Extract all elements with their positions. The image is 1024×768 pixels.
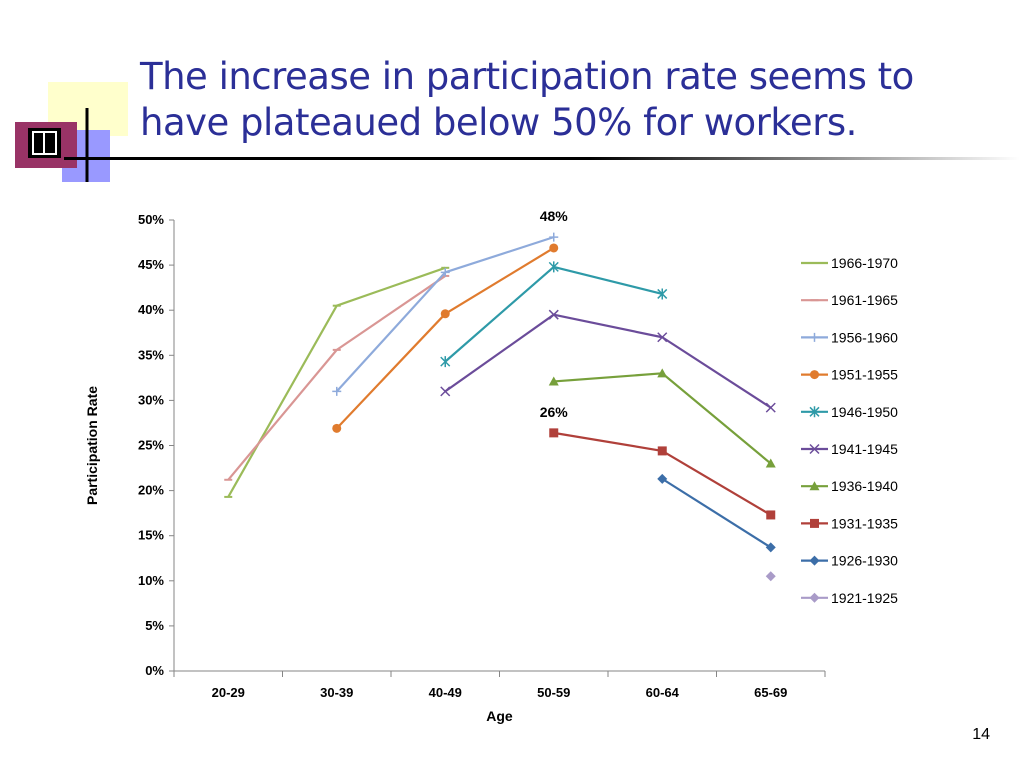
y-tick-label: 25%: [138, 438, 164, 453]
x-tick-label: 30-39: [320, 685, 353, 700]
series-1921-1925: [765, 571, 776, 582]
x-tick-label: 20-29: [212, 685, 245, 700]
legend-label: 1941-1945: [831, 441, 898, 457]
y-tick-label: 15%: [138, 528, 164, 543]
y-tick-label: 50%: [138, 212, 164, 227]
legend-label: 1951-1955: [831, 367, 898, 383]
data-point-1956-1960: [440, 267, 450, 277]
legend-item: 1931-1935: [801, 515, 898, 531]
y-tick-label: 45%: [138, 257, 164, 272]
series-1931-1935: [549, 428, 776, 520]
y-tick-label: 20%: [138, 483, 164, 498]
legend-label: 1956-1960: [831, 329, 898, 345]
data-point-1931-1935: [549, 428, 559, 438]
data-point-1926-1930: [765, 542, 776, 553]
data-point-1956-1960: [549, 232, 559, 242]
data-point-1921-1925: [765, 571, 776, 582]
legend-item: 1946-1950: [801, 404, 898, 420]
series-1946-1950: [440, 261, 668, 368]
legend-marker: [810, 518, 819, 528]
data-point-1951-1955: [440, 309, 450, 319]
data-point-1926-1930: [657, 473, 668, 484]
legend-item: 1966-1970: [801, 255, 898, 271]
series-1936-1940: [548, 368, 776, 468]
series-1926-1930: [657, 473, 776, 553]
x-axis-title: Age: [486, 708, 513, 724]
legend-marker: [810, 332, 819, 342]
data-point-1951-1955: [332, 423, 342, 433]
legend-marker: [809, 406, 820, 418]
data-point-1946-1950: [548, 261, 559, 273]
data-point-1951-1955: [549, 243, 559, 253]
slide-title: The increase in participation rate seems…: [140, 55, 914, 144]
y-tick-label: 0%: [145, 663, 164, 678]
data-point-1946-1950: [657, 288, 668, 300]
x-tick-label: 40-49: [429, 685, 462, 700]
series-1941-1945: [440, 309, 776, 413]
data-point-1941-1945: [440, 386, 451, 397]
legend-item: 1926-1930: [801, 553, 898, 569]
x-tick-label: 60-64: [646, 685, 680, 700]
legend-label: 1966-1970: [831, 255, 898, 271]
y-tick-label: 40%: [138, 302, 164, 317]
series-1961-1965: [224, 274, 450, 481]
data-point-1941-1945: [657, 332, 668, 343]
legend-item: 1921-1925: [801, 590, 898, 606]
legend-label: 1921-1925: [831, 590, 898, 606]
series-1951-1955: [332, 243, 559, 433]
title-divider: [64, 157, 1020, 160]
legend-marker: [809, 443, 820, 455]
chart-axes: 0% 5% 10% 15% 20% 25% 30% 35% 40% 45% 50% 20-29 30-3…: [84, 212, 826, 724]
decorative-logo: [15, 82, 128, 182]
data-label: 26%: [540, 404, 569, 420]
legend-label: 1926-1930: [831, 553, 898, 569]
legend-label: 1936-1940: [831, 478, 898, 494]
legend-marker: [809, 481, 820, 491]
legend-label: 1961-1965: [831, 292, 898, 308]
legend-item: 1961-1965: [801, 292, 898, 308]
legend-item: 1951-1955: [801, 367, 898, 383]
legend-marker: [810, 370, 819, 380]
legend-marker: [809, 592, 820, 603]
data-point-1931-1935: [766, 510, 776, 520]
data-point-1936-1940: [657, 368, 668, 378]
series-1956-1960: [332, 232, 559, 396]
data-point-1941-1945: [548, 309, 559, 320]
data-label: 48%: [540, 208, 569, 224]
legend-label: 1946-1950: [831, 404, 898, 420]
page-number: 14: [972, 726, 990, 743]
data-point-1956-1960: [332, 386, 342, 396]
chart-legend: 1966-1970 1961-1965 1956-1960 1951-1955 1946…: [801, 255, 898, 606]
y-tick-label: 35%: [138, 347, 164, 362]
series-line-1941-1945: [444, 313, 772, 409]
legend-item: 1941-1945: [801, 441, 898, 457]
y-axis-title: Participation Rate: [84, 386, 100, 505]
data-point-1946-1950: [440, 356, 451, 368]
legend-marker: [809, 555, 820, 566]
series-1966-1970: [224, 266, 450, 498]
legend-item: 1936-1940: [801, 478, 898, 494]
legend-label: 1931-1935: [831, 515, 898, 531]
data-point-1931-1935: [657, 446, 667, 456]
chart-series: [224, 232, 776, 582]
participation-rate-chart: 0% 5% 10% 15% 20% 25% 30% 35% 40% 45% 50% 20-29 30-3…: [84, 208, 898, 724]
x-tick-label: 65-69: [754, 685, 787, 700]
series-line-1926-1930: [661, 477, 772, 549]
y-tick-label: 30%: [138, 392, 164, 407]
x-tick-label: 50-59: [537, 685, 570, 700]
y-tick-label: 5%: [145, 618, 164, 633]
chart-data-labels: 48% 26%: [540, 208, 569, 420]
series-line-1966-1970: [227, 266, 446, 498]
data-point-1936-1940: [765, 458, 776, 468]
data-point-1941-1945: [765, 402, 776, 413]
legend-item: 1956-1960: [801, 329, 898, 345]
data-point-1936-1940: [548, 376, 559, 386]
y-tick-label: 10%: [138, 573, 164, 588]
